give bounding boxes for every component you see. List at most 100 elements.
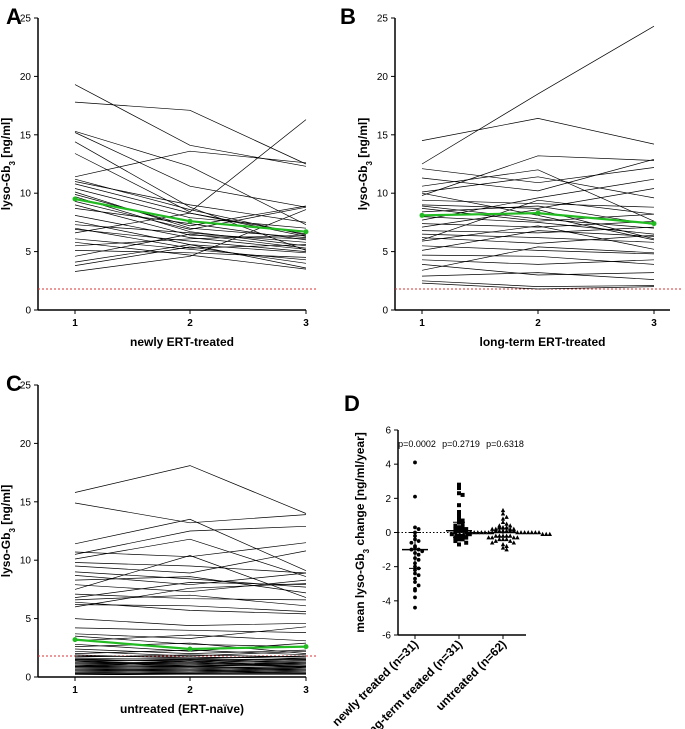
series-line — [74, 250, 307, 258]
series-line — [421, 246, 655, 271]
data-point — [500, 542, 506, 547]
data-point — [457, 503, 461, 508]
data-point — [508, 528, 513, 533]
series-line — [421, 169, 655, 222]
data-point — [416, 573, 421, 578]
data-point — [457, 513, 461, 518]
series-line — [421, 216, 655, 235]
series-line — [74, 579, 307, 593]
series-line — [74, 191, 307, 238]
series-line — [74, 502, 307, 524]
data-point — [500, 536, 506, 542]
x-tick-label: 3 — [651, 318, 657, 329]
y-tick-label: 20 — [377, 72, 389, 83]
data-point — [515, 535, 520, 540]
series-line — [74, 204, 307, 240]
panel-letter: A — [6, 4, 22, 29]
series-line — [74, 648, 307, 654]
data-point — [497, 536, 502, 542]
data-point — [515, 530, 520, 535]
series-line — [74, 627, 307, 633]
series-line — [74, 227, 307, 249]
series-line — [74, 550, 307, 574]
series-line — [421, 199, 655, 241]
data-point — [453, 527, 458, 532]
y-tick-label: 10 — [20, 189, 32, 200]
x-tick-label: 2 — [187, 685, 193, 696]
data-point — [486, 535, 491, 540]
data-point — [472, 530, 477, 535]
y-tick-label: 0 — [25, 673, 31, 684]
series-line — [74, 601, 307, 615]
data-point — [504, 528, 509, 533]
series-line — [421, 233, 655, 243]
p-value-label: p=0.6318 — [486, 439, 524, 449]
data-point — [413, 571, 417, 576]
y-tick-label: 5 — [25, 247, 31, 258]
series-line — [74, 662, 307, 666]
series-line — [421, 259, 655, 265]
data-point — [413, 595, 417, 600]
data-point — [511, 535, 516, 540]
data-point — [486, 530, 491, 535]
y-tick-label: 5 — [382, 247, 388, 258]
data-point — [500, 524, 506, 530]
data-point — [460, 492, 465, 497]
series-line — [421, 25, 655, 165]
data-point — [504, 547, 509, 552]
panel-letter: B — [340, 4, 356, 29]
data-point — [413, 460, 417, 465]
series-line — [74, 582, 307, 598]
y-tick-label: 4 — [385, 460, 391, 471]
data-point — [464, 535, 469, 540]
series-line — [421, 272, 655, 280]
data-point — [413, 494, 417, 499]
data-point — [454, 531, 459, 537]
y-tick-label: 20 — [20, 439, 32, 450]
mean-point — [303, 229, 309, 235]
y-tick-label: 25 — [20, 14, 32, 25]
series-line — [74, 465, 307, 514]
data-point — [508, 538, 513, 543]
y-tick-label: 5 — [25, 614, 31, 625]
data-point — [504, 536, 509, 542]
y-axis-label: lyso-Gb3 [ng/ml] — [0, 485, 17, 577]
data-point — [482, 530, 488, 535]
series-line — [74, 183, 307, 235]
y-tick-label: 15 — [377, 130, 389, 141]
series-line — [74, 244, 307, 269]
data-point — [457, 491, 461, 496]
y-tick-label: 15 — [20, 130, 32, 141]
series-line — [421, 205, 655, 226]
data-point — [504, 524, 509, 530]
series-line — [74, 562, 307, 574]
data-point — [460, 525, 465, 530]
data-point — [457, 482, 461, 487]
series-line — [421, 199, 655, 208]
series-line — [74, 642, 307, 654]
x-tick-label: 2 — [535, 318, 541, 329]
x-axis-label: untreated (ERT-naïve) — [120, 702, 244, 716]
series-line — [74, 209, 307, 272]
data-point — [504, 543, 509, 548]
series-line — [74, 583, 307, 608]
y-tick-label: 15 — [20, 497, 32, 508]
mean-point — [187, 646, 193, 652]
series-line — [74, 604, 307, 612]
data-point — [413, 588, 417, 593]
data-point — [500, 511, 506, 516]
data-point — [464, 530, 469, 535]
data-point — [416, 527, 421, 531]
data-point — [420, 549, 425, 554]
data-point — [468, 530, 473, 535]
mean-point — [187, 218, 193, 224]
data-point — [493, 533, 498, 538]
series-line — [74, 241, 307, 270]
x-tick-label: 1 — [72, 685, 78, 696]
series-line — [74, 246, 307, 266]
series-line — [74, 181, 307, 223]
series-line — [74, 224, 307, 243]
series-line — [74, 671, 307, 674]
